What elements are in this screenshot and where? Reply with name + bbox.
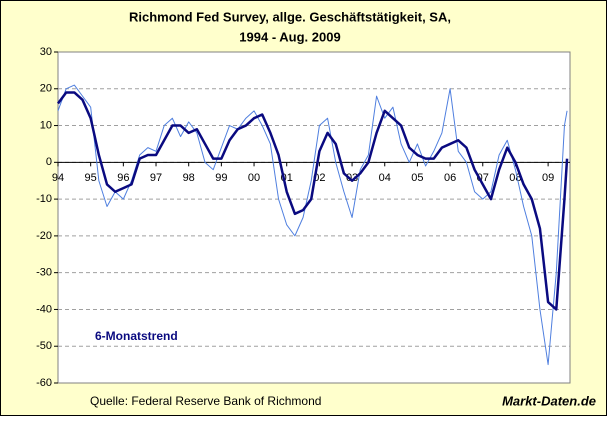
x-tick-label: 05 — [411, 172, 423, 184]
plot-area — [57, 51, 571, 384]
x-tick-label: 09 — [542, 172, 554, 184]
x-tick-label: 06 — [444, 172, 456, 184]
x-tick-label: 03 — [346, 172, 358, 184]
series-line — [56, 91, 569, 311]
x-tick-label: 97 — [150, 172, 162, 184]
x-tick-label: 00 — [248, 172, 260, 184]
y-tick-label: 20 — [40, 83, 52, 95]
series-line — [57, 84, 568, 366]
y-tick-label: 0 — [46, 156, 52, 168]
y-tick-label: -40 — [36, 303, 52, 315]
x-tick-label: 04 — [379, 172, 391, 184]
x-tick-label: 96 — [117, 172, 129, 184]
y-tick-label: -60 — [36, 377, 52, 389]
source: Quelle: Federal Reserve Bank of Richmond — [90, 394, 321, 408]
legend-label: 6-Monatstrend — [95, 329, 178, 343]
y-tick-label: 30 — [40, 46, 52, 58]
x-tick-label: 95 — [85, 172, 97, 184]
y-tick-label: -10 — [36, 193, 52, 205]
y-tick-label: -30 — [36, 267, 52, 279]
chart-subtitle: 1994 - Aug. 2009 — [239, 29, 340, 44]
y-tick-label: 10 — [40, 119, 52, 131]
y-tick-label: -20 — [36, 230, 52, 242]
x-tick-label: 98 — [183, 172, 195, 184]
y-tick-label: -50 — [36, 340, 52, 352]
x-tick-label: 94 — [52, 172, 64, 184]
x-tick-label: 99 — [215, 172, 227, 184]
brand: Markt-Daten.de — [502, 393, 596, 408]
chart-title: Richmond Fed Survey, allge. Geschäftstät… — [129, 9, 451, 24]
